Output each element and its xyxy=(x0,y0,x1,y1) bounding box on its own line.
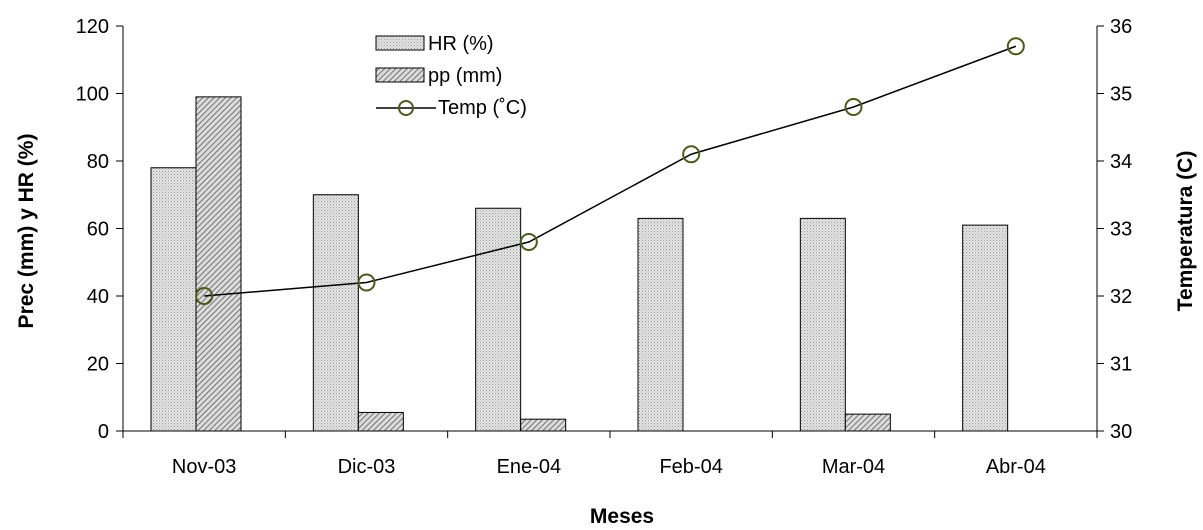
x-ticks: Nov-03 Dic-03 Ene-04 Feb-04 Mar-04 Abr-04 xyxy=(123,431,1097,478)
bars xyxy=(151,97,1008,431)
bar-pp xyxy=(521,419,566,431)
legend-label-pp: pp (mm) xyxy=(428,65,502,87)
y-tick-label-right: 32 xyxy=(1110,286,1132,308)
bar-pp xyxy=(358,412,403,431)
bar-pp xyxy=(845,414,890,431)
bar-pp xyxy=(196,97,241,431)
legend-label-hr: HR (%) xyxy=(428,33,494,55)
y-tick-label-right: 36 xyxy=(1110,16,1132,38)
x-axis-title: Meses xyxy=(590,505,654,528)
y-tick-label-right: 34 xyxy=(1110,151,1132,173)
y-tick-label-left: 40 xyxy=(87,286,109,308)
y-tick-label-left: 0 xyxy=(98,421,109,443)
x-tick-label: Dic-03 xyxy=(338,456,396,478)
y-tick-label-left: 120 xyxy=(76,16,109,38)
bar-hr xyxy=(313,195,358,431)
x-tick-label: Mar-04 xyxy=(822,456,885,478)
bar-hr xyxy=(963,225,1008,431)
x-tick-label: Feb-04 xyxy=(659,456,722,478)
legend: HR (%) pp (mm) Temp (˚C) xyxy=(376,33,527,119)
x-tick-label: Ene-04 xyxy=(497,456,562,478)
y-axis-title-right: Temperatura (C) xyxy=(1174,151,1197,312)
y-tick-label-right: 35 xyxy=(1110,84,1132,106)
x-tick-label: Abr-04 xyxy=(986,456,1046,478)
bar-hr xyxy=(476,208,521,431)
bar-hr xyxy=(800,218,845,431)
y-tick-label-left: 80 xyxy=(87,151,109,173)
y-tick-label-left: 60 xyxy=(87,219,109,241)
y-tick-label-right: 33 xyxy=(1110,219,1132,241)
y-axis-title-left: Prec (mm) y HR (%) xyxy=(15,134,38,329)
bar-hr xyxy=(151,168,196,431)
legend-label-temp: Temp (˚C) xyxy=(438,97,527,119)
y-ticks-left: 0 20 40 60 80 100 120 xyxy=(76,16,123,443)
x-tick-label: Nov-03 xyxy=(172,456,236,478)
legend-swatch-pp xyxy=(376,68,424,82)
y-tick-label-right: 30 xyxy=(1110,421,1132,443)
y-tick-label-left: 100 xyxy=(76,84,109,106)
y-ticks-right: 30 31 32 33 34 35 36 xyxy=(1097,16,1132,443)
legend-swatch-hr xyxy=(376,36,424,50)
y-tick-label-left: 20 xyxy=(87,354,109,376)
bar-hr xyxy=(638,218,683,431)
y-tick-label-right: 31 xyxy=(1110,354,1132,376)
